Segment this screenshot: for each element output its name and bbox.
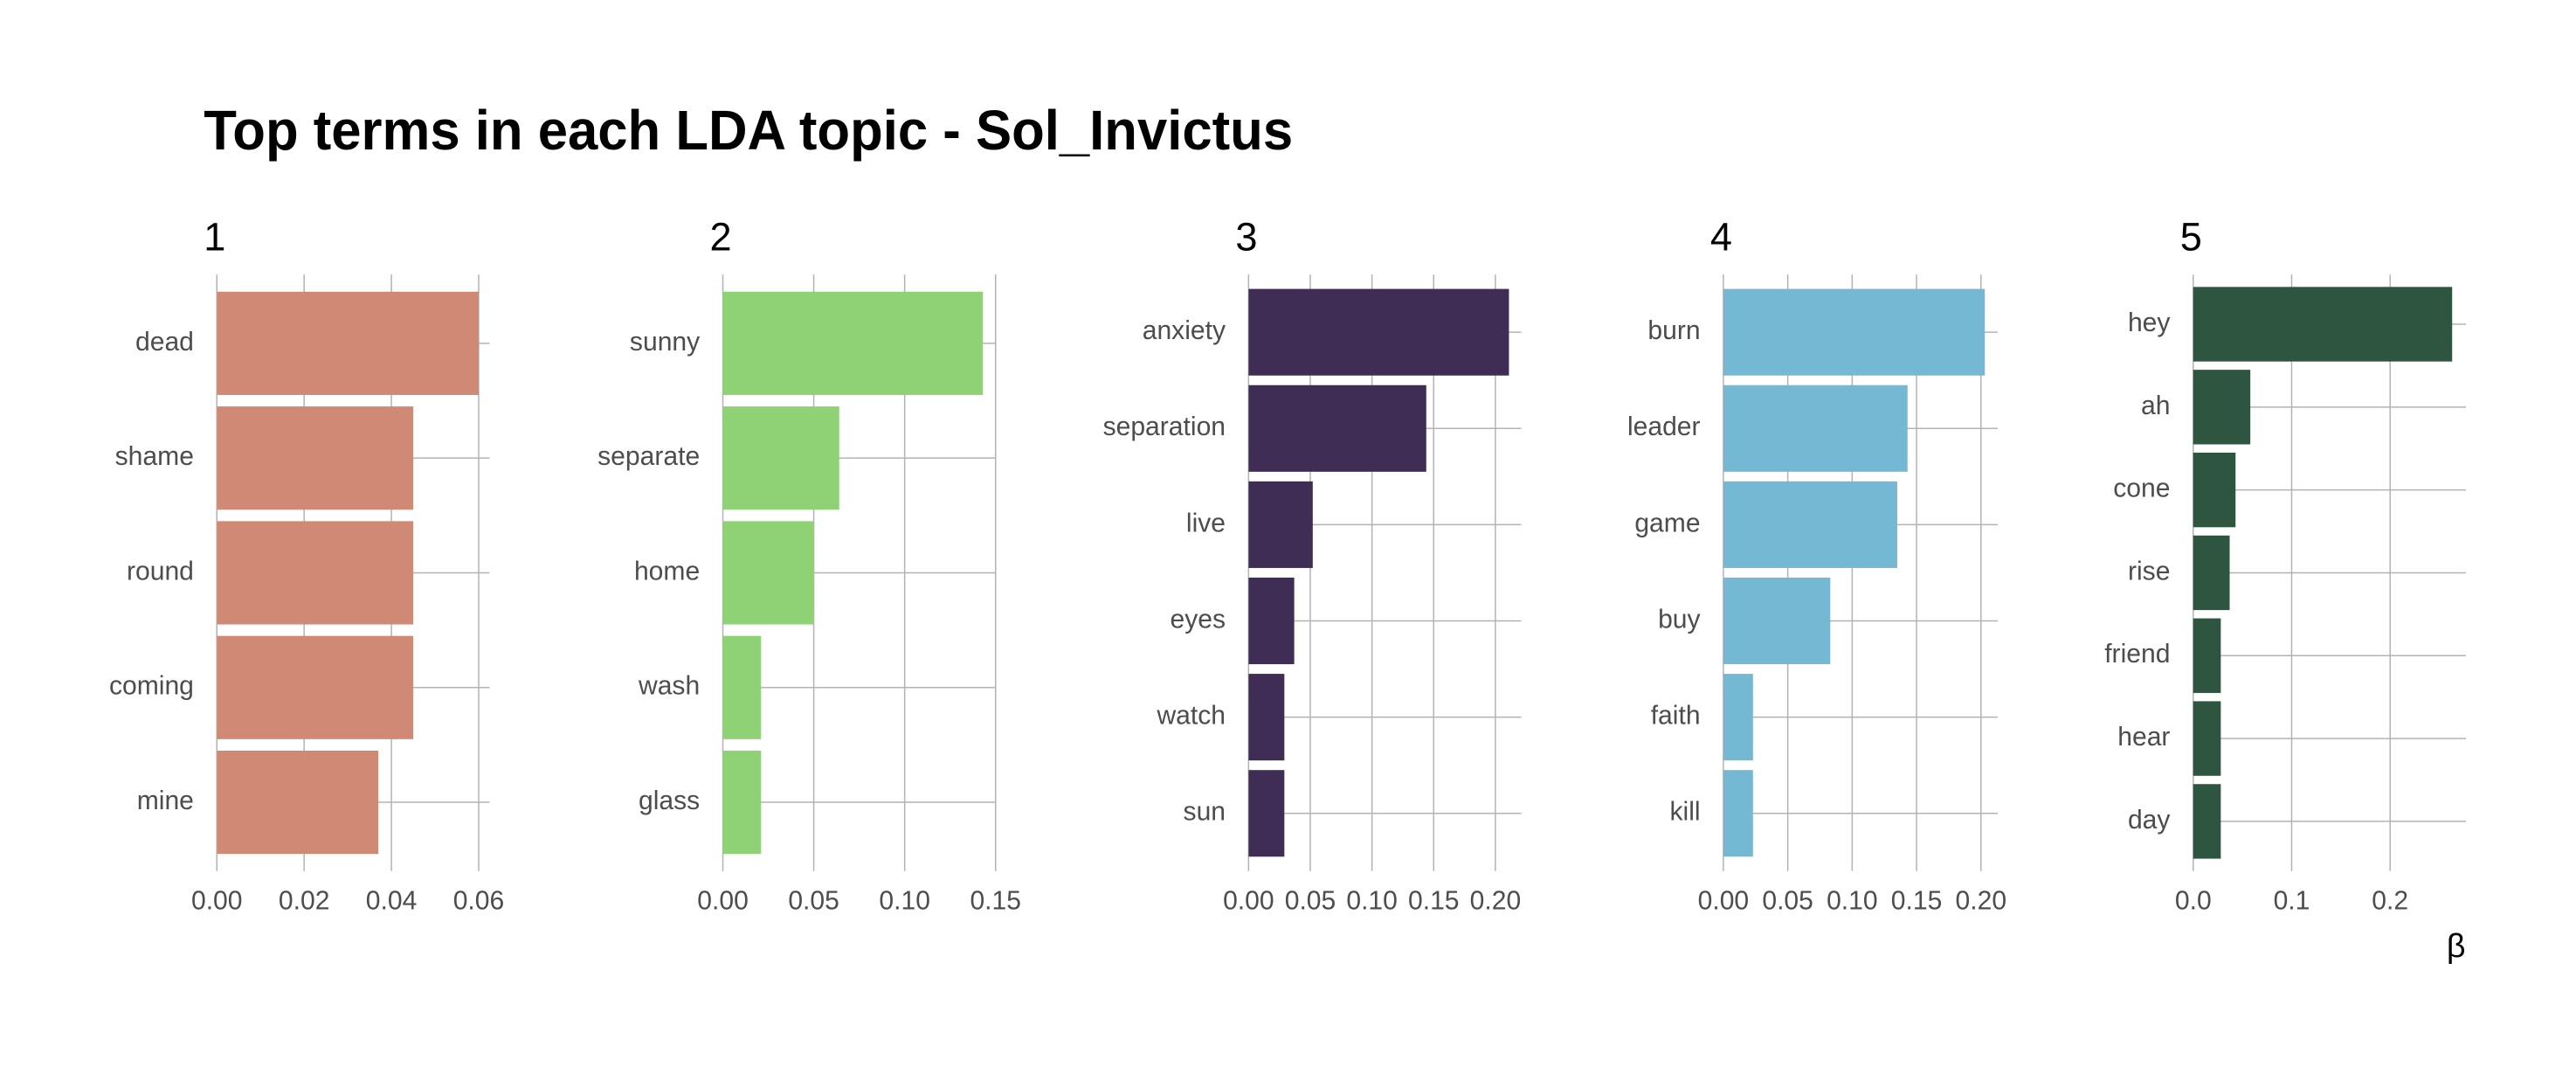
bar	[1248, 385, 1426, 472]
bar	[1723, 674, 1753, 761]
bar	[722, 291, 984, 395]
x-tick-label: 0.0	[2175, 886, 2212, 915]
x-tick-label: 0.15	[1891, 886, 1943, 915]
bar	[722, 521, 814, 625]
y-tick-label: rise	[2128, 557, 2170, 586]
x-tick-label: 0.10	[1827, 886, 1878, 915]
x-tick-label: 0.00	[191, 886, 243, 915]
x-tick-label: 0.00	[697, 886, 749, 915]
y-tick-label: game	[1634, 509, 1700, 537]
facet-label: 5	[2180, 215, 2202, 260]
bar	[2193, 701, 2221, 776]
y-tick-label: sunny	[630, 328, 700, 357]
y-tick-label: kill	[1669, 798, 1700, 827]
y-tick-label: anxiety	[1143, 316, 1226, 345]
y-tick-label: separate	[597, 442, 700, 471]
bar	[1723, 770, 1753, 857]
bar	[2193, 784, 2221, 859]
y-tick-label: hear	[2117, 723, 2170, 752]
bar	[2193, 618, 2221, 693]
y-tick-label: shame	[115, 442, 194, 471]
y-tick-label: day	[2128, 806, 2171, 835]
x-tick-label: 0.04	[366, 886, 418, 915]
x-tick-label: 0.05	[788, 886, 839, 915]
bar	[217, 521, 414, 625]
bar	[1248, 288, 1509, 376]
y-tick-label: home	[634, 557, 700, 586]
y-tick-label: mine	[137, 786, 194, 815]
facet-label: 3	[1235, 215, 1257, 260]
y-tick-label: coming	[109, 672, 194, 701]
y-tick-label: eyes	[1170, 605, 1226, 634]
x-tick-label: 0.1	[2274, 886, 2310, 915]
bar	[2193, 370, 2251, 445]
x-tick-label: 0.20	[1956, 886, 2007, 915]
y-tick-label: ah	[2141, 392, 2170, 420]
y-tick-label: round	[127, 557, 194, 586]
bar	[722, 635, 762, 739]
x-tick-label: 0.02	[279, 886, 330, 915]
bar	[722, 750, 762, 855]
y-tick-label: cone	[2113, 475, 2170, 503]
y-tick-label: live	[1186, 509, 1226, 537]
bar	[722, 406, 839, 510]
x-tick-label: 0.10	[1346, 886, 1398, 915]
x-tick-label: 0.15	[970, 886, 1021, 915]
y-tick-label: faith	[1651, 702, 1701, 731]
y-tick-label: sun	[1184, 798, 1226, 827]
bar	[1248, 481, 1313, 568]
facet-label: 1	[204, 215, 225, 260]
bar	[1723, 577, 1831, 665]
bar	[217, 291, 479, 395]
bar	[217, 750, 379, 855]
bar	[2193, 535, 2230, 611]
bar	[1723, 288, 1986, 376]
x-tick-label: 0.00	[1698, 886, 1750, 915]
y-tick-label: hey	[2128, 308, 2171, 337]
bar	[217, 406, 414, 510]
bar	[1723, 385, 1908, 472]
bar	[1248, 577, 1295, 665]
y-tick-label: friend	[2104, 640, 2170, 669]
facet-label: 4	[1710, 215, 1732, 260]
chart-title: Top terms in each LDA topic - Sol_Invict…	[204, 99, 1293, 162]
bar	[217, 635, 414, 739]
y-tick-label: separation	[1103, 412, 1226, 441]
bar	[1723, 481, 1897, 568]
facet-label: 2	[709, 215, 731, 260]
x-tick-label: 0.20	[1470, 886, 1522, 915]
bar	[2193, 452, 2236, 528]
x-axis-label: β	[2447, 927, 2466, 964]
y-tick-label: burn	[1647, 316, 1700, 345]
y-tick-label: buy	[1658, 605, 1701, 634]
bar	[2193, 287, 2453, 362]
bar	[1248, 674, 1285, 761]
y-tick-label: wash	[638, 672, 700, 701]
y-tick-label: watch	[1156, 702, 1226, 731]
x-tick-label: 0.00	[1223, 886, 1274, 915]
x-tick-label: 0.15	[1408, 886, 1460, 915]
x-tick-label: 0.05	[1762, 886, 1813, 915]
y-tick-label: glass	[639, 786, 700, 815]
y-tick-label: leader	[1627, 412, 1701, 441]
x-tick-label: 0.05	[1285, 886, 1336, 915]
x-tick-label: 0.06	[453, 886, 505, 915]
x-tick-label: 0.10	[879, 886, 930, 915]
y-tick-label: dead	[135, 328, 194, 357]
bar	[1248, 770, 1285, 857]
x-tick-label: 0.2	[2372, 886, 2408, 915]
